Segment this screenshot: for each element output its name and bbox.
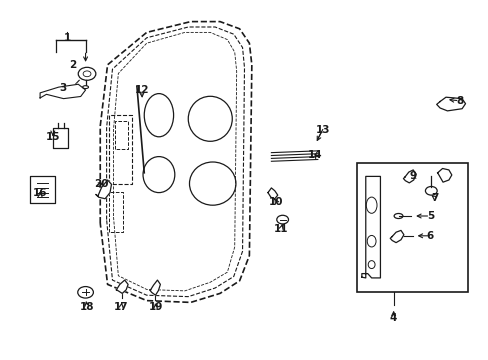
Text: 8: 8 [455,96,462,106]
Text: 16: 16 [33,188,47,198]
Text: 15: 15 [45,132,60,142]
Polygon shape [389,230,403,243]
Bar [356,163,468,292]
Polygon shape [149,280,160,295]
Text: 7: 7 [430,193,438,203]
Text: 1: 1 [64,33,71,43]
Polygon shape [116,280,128,293]
Text: 6: 6 [426,231,433,241]
Polygon shape [437,168,451,182]
Text: 11: 11 [273,224,288,234]
Polygon shape [96,180,111,199]
Polygon shape [267,188,277,199]
Text: 20: 20 [94,179,109,189]
Text: 2: 2 [69,60,76,70]
Text: 3: 3 [59,83,66,93]
Polygon shape [436,97,465,111]
Text: 14: 14 [307,150,322,160]
Text: 18: 18 [80,302,94,312]
Polygon shape [40,84,85,99]
Text: 10: 10 [268,197,283,207]
Text: 12: 12 [134,85,149,95]
Text: 17: 17 [114,302,128,312]
Text: 13: 13 [315,125,329,135]
Polygon shape [361,176,380,278]
Polygon shape [403,170,415,183]
Text: 5: 5 [426,211,433,221]
Text: 4: 4 [389,312,397,323]
Text: 9: 9 [409,171,416,181]
Text: 19: 19 [148,302,163,312]
